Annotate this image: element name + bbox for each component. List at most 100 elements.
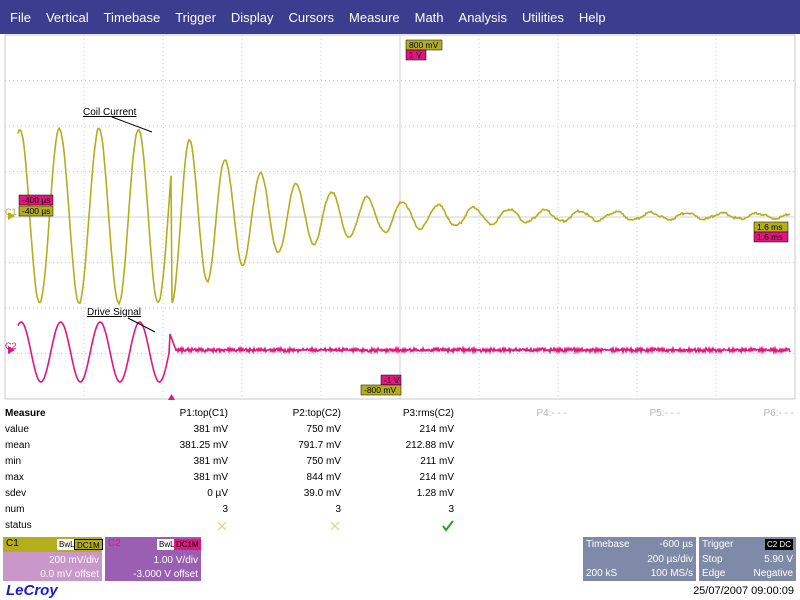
measure-value-p3: 214 mV: [419, 472, 454, 483]
menu-display[interactable]: Display: [230, 9, 274, 25]
c2-settings-body: 1.00 V/div -3.000 V offset: [105, 552, 201, 581]
c2-ground-marker-icon[interactable]: [8, 346, 15, 354]
graticule: [4, 34, 796, 400]
c1-right-marker-top-text: 1.6 ms: [757, 222, 783, 232]
menu-measure[interactable]: Measure: [349, 9, 400, 25]
c1-right-marker-bottom: [753, 231, 789, 243]
menu-math[interactable]: Math: [414, 9, 444, 25]
measure-column-p2[interactable]: P2:top(C2): [292, 408, 341, 419]
coil-current-pointer: [111, 116, 153, 133]
c1-ground-marker-icon[interactable]: [8, 212, 15, 220]
measure-row-label: min: [5, 456, 22, 467]
c2-bwl-tag: BwL: [157, 539, 177, 550]
measure-row-min: min 381 mV 750 mV 211 mV: [0, 456, 800, 472]
trigger-source-tag: C2 DC: [764, 539, 793, 550]
c1-left-marker-bottom: [18, 205, 54, 217]
measure-column-p1[interactable]: P1:top(C1): [179, 408, 228, 419]
measure-column-p5[interactable]: P5:- - -: [649, 408, 680, 419]
menu-utilities[interactable]: Utilities: [521, 9, 564, 25]
p1-status-warning-icon: [216, 520, 228, 535]
measure-value-p3: 212.88 mV: [405, 440, 454, 451]
menu-timebase[interactable]: Timebase: [103, 9, 161, 25]
c2-waveform: [17, 321, 791, 383]
c1-settings-body: 200 mV/div 0.0 mV offset: [3, 552, 102, 581]
drive-signal-annotation: Drive Signal: [87, 307, 141, 318]
menu-cursors[interactable]: Cursors: [288, 9, 335, 25]
measure-header-row: Measure P1:top(C1) P2:top(C2) P3:rms(C2)…: [0, 408, 800, 424]
measure-column-p3[interactable]: P3:rms(C2): [402, 408, 454, 419]
trigger-position-icon[interactable]: [168, 394, 175, 400]
drive-signal-pointer: [127, 317, 156, 333]
top-center-marker-unit: [405, 49, 427, 61]
bottom-center-marker-value-text: -800 mV: [364, 385, 396, 395]
measure-row-sdev: sdev 0 µV 39.0 mV 1.28 mV: [0, 488, 800, 504]
trigger-level: 5.90 V: [764, 554, 793, 565]
c1-left-marker-top-text: -400 µs: [22, 195, 51, 205]
trigger-type: Edge: [702, 568, 726, 579]
trigger-mode: Stop: [702, 554, 723, 565]
menu-trigger[interactable]: Trigger: [175, 9, 216, 25]
coil-current-annotation: Coil Current: [83, 107, 137, 118]
measure-value-p3: 1.28 mV: [416, 488, 454, 499]
timebase-per-div: 200 µs/div: [647, 554, 693, 565]
measure-row-label: sdev: [5, 488, 27, 499]
menu-vertical[interactable]: Vertical: [45, 9, 89, 25]
c2-scale: 1.00 V/div: [153, 555, 198, 566]
scope-display[interactable]: Coil Current Drive Signal C1 C2 -400 µs …: [0, 34, 800, 400]
bottom-center-marker-top-text: -1 V: [384, 375, 400, 385]
measure-value-p1: 381.25 mV: [179, 440, 228, 451]
timebase-label: Timebase: [586, 539, 630, 550]
trigger-slope: Negative: [753, 568, 793, 579]
measure-column-p6[interactable]: P6:- - -: [763, 408, 794, 419]
measure-title: Measure: [5, 408, 46, 419]
c1-bwl-tag: BwL: [57, 539, 77, 550]
p3-status-check-icon: [442, 520, 454, 535]
top-center-marker-unit-text: 1 V: [409, 50, 422, 60]
timebase-delay: -600 µs: [659, 539, 693, 550]
c2-name: C2: [108, 538, 121, 549]
timebase-rate: 100 MS/s: [650, 568, 693, 579]
measure-value-p2: 844 mV: [306, 472, 341, 483]
menu-help[interactable]: Help: [578, 9, 606, 25]
measure-row-label: value: [5, 424, 29, 435]
measure-column-p4[interactable]: P4:- - -: [536, 408, 567, 419]
menu-file[interactable]: File: [10, 9, 31, 25]
measure-value-p3: 214 mV: [419, 424, 454, 435]
c1-channel-label: C1: [5, 207, 17, 217]
measure-value-p1: 381 mV: [193, 424, 228, 435]
measure-value-p1: 0 µV: [207, 488, 228, 499]
measure-row-label: mean: [5, 440, 31, 451]
timebase-box[interactable]: Timebase -600 µs 200 µs/div 200 kS 100 M…: [583, 537, 696, 581]
c1-left-marker-top: [18, 194, 54, 206]
trigger-label: Trigger: [702, 539, 734, 550]
measurement-table: Measure P1:top(C1) P2:top(C2) P3:rms(C2)…: [0, 403, 800, 535]
measure-value-p1: 381 mV: [193, 456, 228, 467]
menu-analysis[interactable]: Analysis: [458, 9, 507, 25]
measure-value-p3: 211 mV: [420, 456, 454, 467]
c2-settings-box[interactable]: C2 BwL DC1M 1.00 V/div -3.000 V offset: [105, 537, 201, 581]
measure-row-num: num 3 3 3: [0, 504, 800, 520]
measure-value-p2: 791.7 mV: [298, 440, 341, 451]
date-time: 25/07/2007 09:00:09: [693, 585, 794, 597]
c1-settings-box[interactable]: C1 BwL DC1M 200 mV/div 0.0 mV offset: [3, 537, 103, 581]
trigger-box[interactable]: Trigger C2 DC Stop 5.90 V Edge Negative: [699, 537, 796, 581]
measure-row-label: max: [5, 472, 24, 483]
c1-name: C1: [6, 538, 19, 549]
c2-coupling-tag: DC1M: [174, 539, 201, 550]
measure-value-p2: 39.0 mV: [303, 488, 341, 499]
top-center-marker-value-text: 800 mV: [409, 40, 439, 50]
c2-channel-label: C2: [5, 341, 17, 351]
bottom-center-marker-value: [360, 384, 402, 396]
waveform-canvas[interactable]: Coil Current Drive Signal C1 C2 -400 µs …: [0, 34, 800, 400]
c1-waveform: [17, 126, 791, 307]
measure-row-value: value 381 mV 750 mV 214 mV: [0, 424, 800, 440]
measure-value-p2: 3: [335, 504, 341, 515]
c2-settings-header: C2 BwL DC1M: [105, 537, 201, 552]
brand-logo: LeCroy: [6, 582, 58, 599]
status-label: status: [5, 520, 32, 531]
measure-value-p2: 750 mV: [306, 456, 341, 467]
c1-offset: 0.0 mV offset: [40, 569, 99, 580]
menu-bar: File Vertical Timebase Trigger Display Cursor…: [0, 0, 800, 34]
measure-value-p1: 3: [222, 504, 228, 515]
measure-status-row: status: [0, 520, 800, 536]
